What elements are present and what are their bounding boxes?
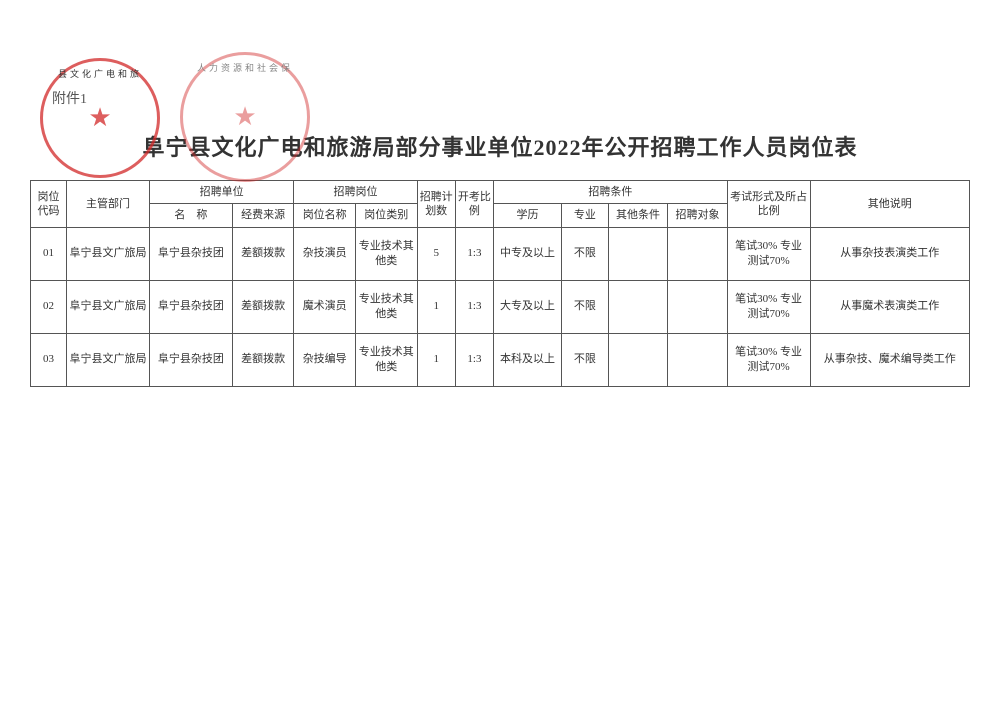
page: 县文化广电和旅 人力资源和社会保 附件1 阜宁县文化广电和旅游局部分事业单位20… <box>0 0 1000 704</box>
cell-code: 01 <box>31 227 67 280</box>
th-code: 岗位代码 <box>31 181 67 228</box>
cell-other <box>608 227 667 280</box>
cell-exam: 笔试30% 专业测试70% <box>727 280 810 333</box>
th-note: 其他说明 <box>810 181 969 228</box>
cell-note: 从事杂技表演类工作 <box>810 227 969 280</box>
th-post-group: 招聘岗位 <box>294 181 417 204</box>
cell-unit: 阜宁县杂技团 <box>149 227 232 280</box>
cell-exam: 笔试30% 专业测试70% <box>727 333 810 386</box>
th-target: 招聘对象 <box>668 204 727 227</box>
cell-dept: 阜宁县文广旅局 <box>67 280 150 333</box>
th-other: 其他条件 <box>608 204 667 227</box>
cell-code: 02 <box>31 280 67 333</box>
cell-target <box>668 333 727 386</box>
positions-table: 岗位代码 主管部门 招聘单位 招聘岗位 招聘计划数 开考比例 招聘条件 考试形式… <box>30 180 970 387</box>
cell-pname: 魔术演员 <box>294 280 356 333</box>
cell-edu: 中专及以上 <box>494 227 562 280</box>
table-body: 01 阜宁县文广旅局 阜宁县杂技团 差额拨款 杂技演员 专业技术其他类 5 1:… <box>31 227 970 386</box>
cell-note: 从事魔术表演类工作 <box>810 280 969 333</box>
table-row: 02 阜宁县文广旅局 阜宁县杂技团 差额拨款 魔术演员 专业技术其他类 1 1:… <box>31 280 970 333</box>
cell-ptype: 专业技术其他类 <box>355 227 417 280</box>
cell-target <box>668 227 727 280</box>
attachment-label: 附件1 <box>52 88 87 108</box>
cell-major: 不限 <box>562 227 609 280</box>
th-unit-name: 名 称 <box>149 204 232 227</box>
cell-fund: 差额拨款 <box>232 227 294 280</box>
th-cond-group: 招聘条件 <box>494 181 728 204</box>
cell-ratio: 1:3 <box>455 227 493 280</box>
cell-dept: 阜宁县文广旅局 <box>67 333 150 386</box>
cell-pname: 杂技编导 <box>294 333 356 386</box>
stamp-1-text: 县文化广电和旅 <box>43 67 157 80</box>
cell-plan: 1 <box>417 280 455 333</box>
cell-ratio: 1:3 <box>455 280 493 333</box>
cell-edu: 本科及以上 <box>494 333 562 386</box>
cell-exam: 笔试30% 专业测试70% <box>727 227 810 280</box>
cell-code: 03 <box>31 333 67 386</box>
cell-major: 不限 <box>562 333 609 386</box>
th-plan: 招聘计划数 <box>417 181 455 228</box>
cell-ratio: 1:3 <box>455 333 493 386</box>
cell-target <box>668 280 727 333</box>
cell-fund: 差额拨款 <box>232 280 294 333</box>
th-exam: 考试形式及所占比例 <box>727 181 810 228</box>
cell-fund: 差额拨款 <box>232 333 294 386</box>
cell-unit: 阜宁县杂技团 <box>149 333 232 386</box>
cell-dept: 阜宁县文广旅局 <box>67 227 150 280</box>
cell-ptype: 专业技术其他类 <box>355 333 417 386</box>
cell-ptype: 专业技术其他类 <box>355 280 417 333</box>
th-edu: 学历 <box>494 204 562 227</box>
cell-unit: 阜宁县杂技团 <box>149 280 232 333</box>
stamp-2: 人力资源和社会保 <box>180 52 310 182</box>
cell-other <box>608 333 667 386</box>
th-post-name: 岗位名称 <box>294 204 356 227</box>
th-dept: 主管部门 <box>67 181 150 228</box>
th-fund: 经费来源 <box>232 204 294 227</box>
stamp-2-text: 人力资源和社会保 <box>183 61 307 74</box>
page-title: 阜宁县文化广电和旅游局部分事业单位2022年公开招聘工作人员岗位表 <box>30 130 970 162</box>
th-major: 专业 <box>562 204 609 227</box>
cell-plan: 5 <box>417 227 455 280</box>
th-post-type: 岗位类别 <box>355 204 417 227</box>
cell-major: 不限 <box>562 280 609 333</box>
table-row: 01 阜宁县文广旅局 阜宁县杂技团 差额拨款 杂技演员 专业技术其他类 5 1:… <box>31 227 970 280</box>
cell-edu: 大专及以上 <box>494 280 562 333</box>
table-header: 岗位代码 主管部门 招聘单位 招聘岗位 招聘计划数 开考比例 招聘条件 考试形式… <box>31 181 970 228</box>
cell-pname: 杂技演员 <box>294 227 356 280</box>
cell-other <box>608 280 667 333</box>
th-unit-group: 招聘单位 <box>149 181 293 204</box>
cell-plan: 1 <box>417 333 455 386</box>
cell-note: 从事杂技、魔术编导类工作 <box>810 333 969 386</box>
table-row: 03 阜宁县文广旅局 阜宁县杂技团 差额拨款 杂技编导 专业技术其他类 1 1:… <box>31 333 970 386</box>
th-ratio: 开考比例 <box>455 181 493 228</box>
